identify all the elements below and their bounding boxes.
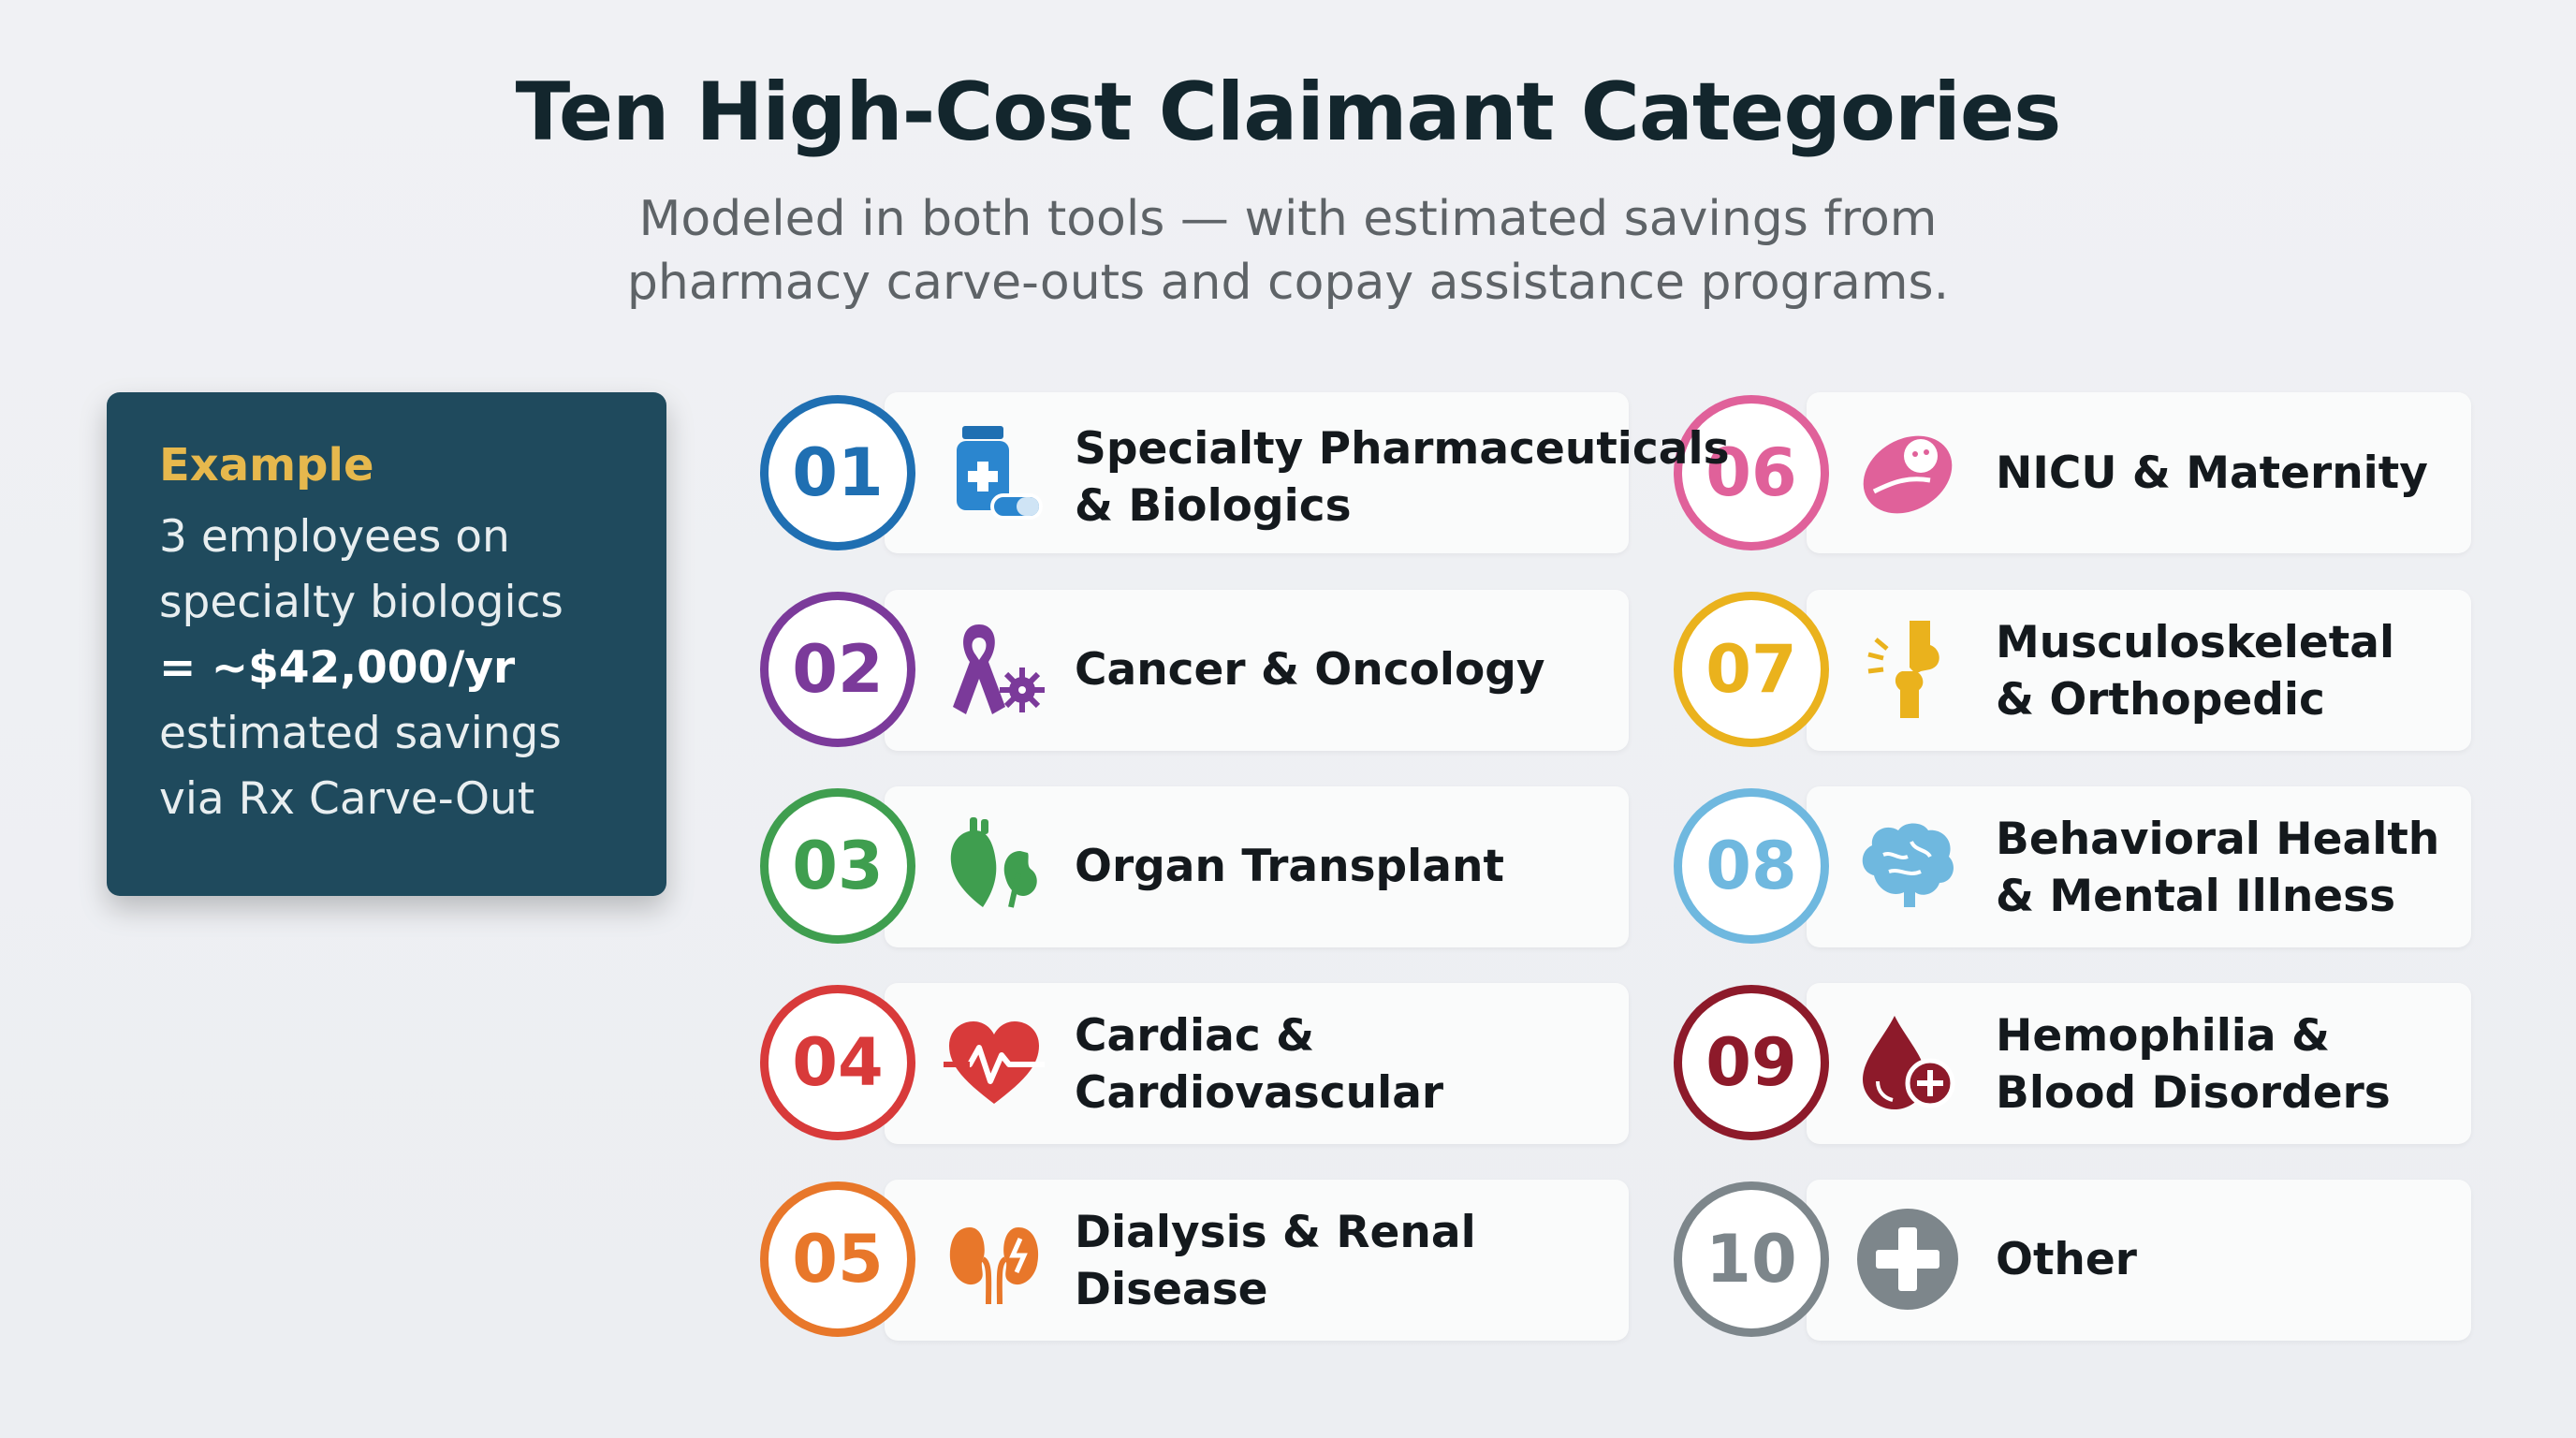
- category-number-badge: 01: [760, 395, 915, 550]
- heart-kidney-icon: [950, 817, 1037, 908]
- category-number-badge: 09: [1674, 985, 1829, 1140]
- category-label: Cancer & Oncology: [1075, 644, 1545, 696]
- category-label: Hemophilia & Blood Disorders: [1996, 1010, 2391, 1119]
- joint-icon: [1867, 621, 1939, 718]
- example-line-1: 3 employees on: [159, 511, 510, 563]
- category-label: Cardiac & Cardiovascular: [1075, 1010, 1444, 1119]
- page-subtitle: Modeled in both tools — with estimated s…: [0, 187, 2576, 315]
- example-savings-amount: = ~$42,000/yr: [159, 642, 516, 694]
- category-number-badge: 05: [760, 1181, 915, 1337]
- example-line-5: via Rx Carve-Out: [159, 773, 535, 825]
- subtitle-line-2: pharmacy carve-outs and copay assistance…: [626, 255, 1950, 311]
- category-label: Organ Transplant: [1075, 841, 1504, 892]
- cancer-ribbon-icon: [953, 624, 1045, 714]
- category-label: Musculoskeletal & Orthopedic: [1996, 617, 2395, 726]
- category-number-badge: 04: [760, 985, 915, 1140]
- category-label: Specialty Pharmaceuticals & Biologics: [1075, 423, 1730, 532]
- page-title: Ten High-Cost Claimant Categories: [515, 66, 2062, 159]
- category-label: Behavioral Health & Mental Illness: [1996, 814, 2440, 922]
- category-label: Other: [1996, 1234, 2137, 1285]
- category-label: NICU & Maternity: [1996, 448, 2428, 499]
- category-number-badge: 08: [1674, 788, 1829, 944]
- blood-drop-icon: [1863, 1016, 1955, 1109]
- category-number-badge: 07: [1674, 592, 1829, 747]
- pill-bottle-icon: [957, 426, 1043, 520]
- category-number-badge: 10: [1674, 1181, 1829, 1337]
- category-card-02: [885, 590, 1629, 751]
- plus-icon: [1857, 1209, 1958, 1310]
- example-line-2: specialty biologics: [159, 577, 564, 628]
- heartbeat-icon: [944, 1021, 1045, 1104]
- brain-icon: [1862, 823, 1954, 907]
- category-number-badge: 06: [1674, 395, 1829, 550]
- category-number-badge: 02: [760, 592, 915, 747]
- example-title: Example: [159, 439, 374, 492]
- category-label: Dialysis & Renal Disease: [1075, 1207, 1476, 1315]
- subtitle-line-1: Modeled in both tools — with estimated s…: [638, 191, 1938, 247]
- kidney-icon: [949, 1227, 1039, 1305]
- baby-icon: [1863, 435, 1953, 514]
- example-callout: Example 3 employees on specialty biologi…: [107, 392, 666, 896]
- example-line-4: estimated savings: [159, 708, 562, 759]
- category-number-badge: 03: [760, 788, 915, 944]
